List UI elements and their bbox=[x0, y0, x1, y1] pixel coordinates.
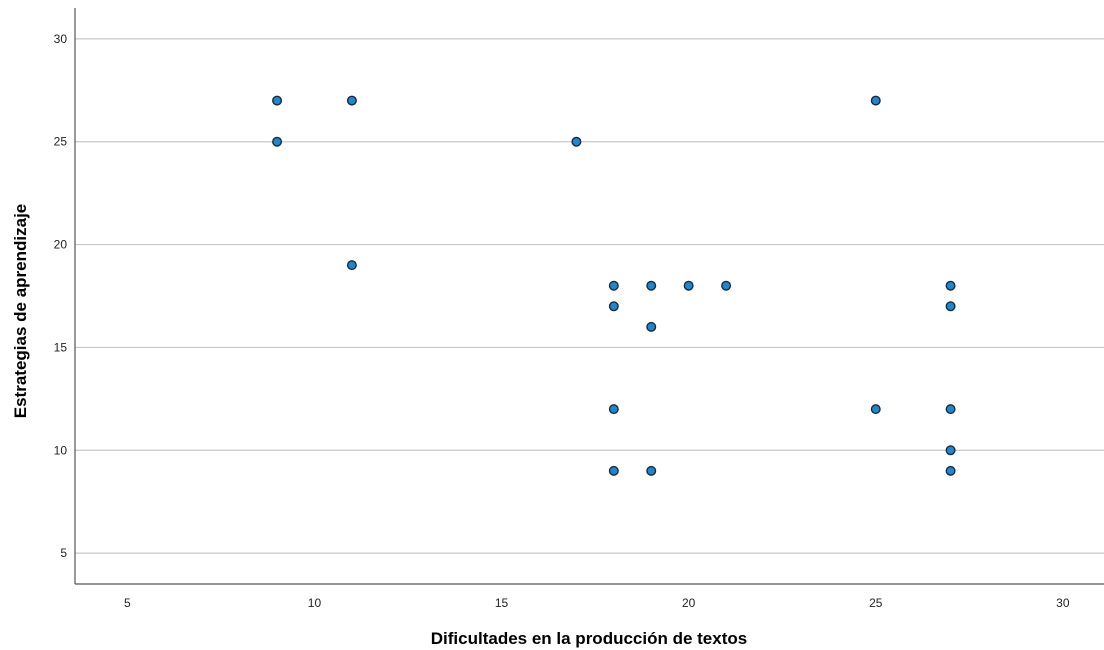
data-point-18 bbox=[945, 404, 956, 415]
y-tick-label-30: 30 bbox=[54, 32, 68, 46]
y-tick-label-20: 20 bbox=[54, 238, 68, 252]
data-point-6 bbox=[608, 301, 619, 312]
data-point-20 bbox=[945, 465, 956, 476]
x-tick-label-10: 10 bbox=[308, 596, 322, 610]
y-tick-label-10: 10 bbox=[54, 443, 68, 457]
data-point-19 bbox=[945, 445, 956, 456]
x-tick-label-30: 30 bbox=[1056, 596, 1070, 610]
data-point-7 bbox=[608, 404, 619, 415]
x-tick-label-25: 25 bbox=[869, 596, 883, 610]
x-tick-label-15: 15 bbox=[495, 596, 509, 610]
data-point-5 bbox=[608, 280, 619, 291]
y-tick-labels: 5 10 15 20 25 30 bbox=[54, 32, 68, 560]
data-point-11 bbox=[646, 465, 657, 476]
data-point-8 bbox=[608, 465, 619, 476]
y-tick-label-25: 25 bbox=[54, 135, 68, 149]
data-point-14 bbox=[870, 95, 881, 106]
data-point-10 bbox=[646, 321, 657, 332]
x-tick-labels: 5 10 15 20 25 30 bbox=[124, 596, 1070, 610]
y-tick-label-5: 5 bbox=[60, 546, 67, 560]
grid-lines bbox=[75, 38, 1104, 554]
data-point-15 bbox=[870, 404, 881, 415]
data-point-17 bbox=[945, 301, 956, 312]
y-axis-title: Estrategias de aprendizaje bbox=[11, 204, 30, 418]
data-point-13 bbox=[721, 280, 732, 291]
axes bbox=[74, 8, 1104, 585]
data-point-9 bbox=[646, 280, 657, 291]
data-point-2 bbox=[346, 95, 357, 106]
data-point-4 bbox=[571, 136, 582, 147]
y-tick-label-15: 15 bbox=[54, 340, 68, 354]
data-point-12 bbox=[683, 280, 694, 291]
data-point-16 bbox=[945, 280, 956, 291]
x-axis-title: Dificultades en la producción de textos bbox=[431, 629, 747, 648]
data-point-0 bbox=[272, 95, 283, 106]
data-point-1 bbox=[272, 136, 283, 147]
x-tick-label-20: 20 bbox=[682, 596, 696, 610]
x-tick-label-5: 5 bbox=[124, 596, 131, 610]
data-points bbox=[272, 95, 956, 476]
data-point-3 bbox=[346, 260, 357, 271]
